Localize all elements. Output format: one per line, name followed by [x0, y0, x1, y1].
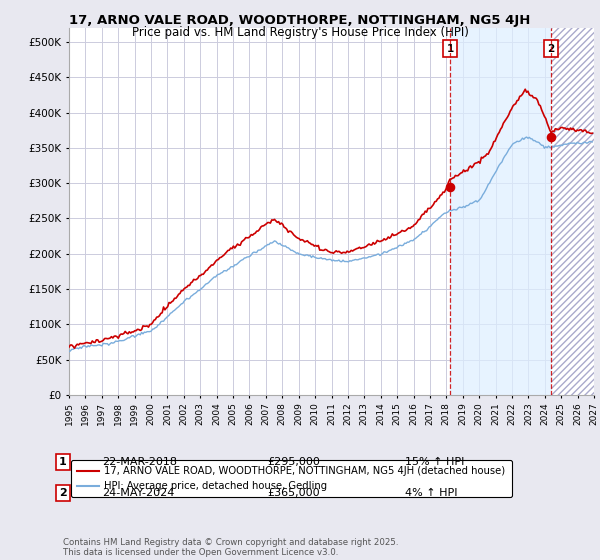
- Legend: 17, ARNO VALE ROAD, WOODTHORPE, NOTTINGHAM, NG5 4JH (detached house), HPI: Avera: 17, ARNO VALE ROAD, WOODTHORPE, NOTTINGH…: [71, 460, 511, 497]
- Point: [546, 133, 556, 142]
- Text: 1: 1: [446, 44, 454, 54]
- Text: 4% ↑ HPI: 4% ↑ HPI: [405, 488, 457, 498]
- Text: Contains HM Land Registry data © Crown copyright and database right 2025.
This d: Contains HM Land Registry data © Crown c…: [63, 538, 398, 557]
- Text: 22-MAR-2018: 22-MAR-2018: [102, 457, 177, 467]
- Text: 2: 2: [59, 488, 67, 498]
- Text: 2: 2: [547, 44, 554, 54]
- Text: 1: 1: [59, 457, 67, 467]
- Point: [445, 182, 455, 191]
- Text: £365,000: £365,000: [267, 488, 320, 498]
- Text: £295,000: £295,000: [267, 457, 320, 467]
- Text: 15% ↑ HPI: 15% ↑ HPI: [405, 457, 464, 467]
- Text: 17, ARNO VALE ROAD, WOODTHORPE, NOTTINGHAM, NG5 4JH: 17, ARNO VALE ROAD, WOODTHORPE, NOTTINGH…: [70, 14, 530, 27]
- Text: Price paid vs. HM Land Registry's House Price Index (HPI): Price paid vs. HM Land Registry's House …: [131, 26, 469, 39]
- Text: 24-MAY-2024: 24-MAY-2024: [102, 488, 175, 498]
